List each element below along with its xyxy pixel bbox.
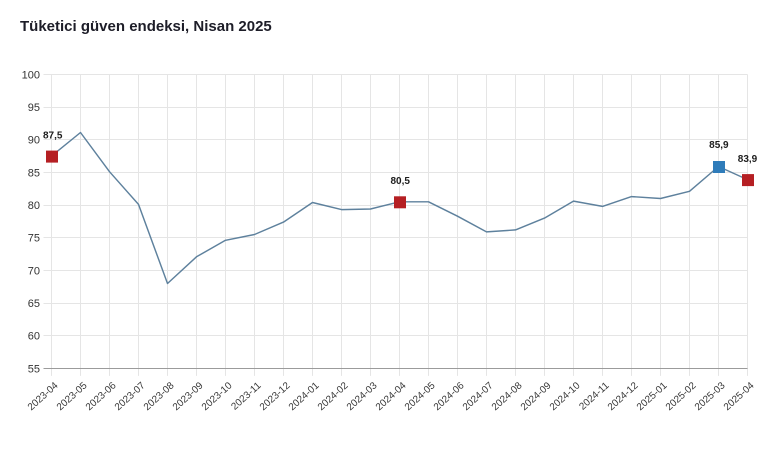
svg-text:80: 80 — [28, 200, 40, 212]
svg-text:2024-01: 2024-01 — [287, 380, 322, 413]
svg-text:2025-03: 2025-03 — [693, 380, 728, 413]
svg-text:2024-03: 2024-03 — [345, 380, 380, 413]
svg-text:2023-12: 2023-12 — [258, 380, 293, 413]
svg-text:2024-11: 2024-11 — [577, 380, 611, 413]
svg-text:60: 60 — [28, 331, 40, 343]
svg-text:2024-08: 2024-08 — [490, 380, 525, 413]
svg-text:100: 100 — [22, 69, 40, 81]
svg-text:65: 65 — [28, 298, 40, 310]
svg-text:2024-06: 2024-06 — [432, 380, 467, 413]
svg-text:2025-01: 2025-01 — [635, 380, 670, 413]
svg-text:2024-12: 2024-12 — [606, 380, 641, 413]
svg-text:80,5: 80,5 — [390, 176, 410, 187]
svg-text:2025-04: 2025-04 — [722, 380, 757, 413]
svg-text:2023-09: 2023-09 — [171, 380, 206, 413]
svg-text:55: 55 — [28, 363, 40, 375]
svg-text:2023-07: 2023-07 — [113, 380, 148, 413]
svg-text:70: 70 — [28, 265, 40, 277]
svg-text:2025-02: 2025-02 — [664, 380, 699, 413]
svg-text:75: 75 — [28, 233, 40, 245]
svg-text:2023-10: 2023-10 — [200, 380, 235, 413]
svg-text:2024-07: 2024-07 — [461, 380, 496, 413]
svg-text:2024-09: 2024-09 — [519, 380, 554, 413]
svg-text:2024-10: 2024-10 — [548, 380, 583, 413]
svg-text:2023-06: 2023-06 — [84, 380, 119, 413]
svg-text:95: 95 — [28, 102, 40, 114]
svg-text:85: 85 — [28, 167, 40, 179]
svg-text:2024-02: 2024-02 — [316, 380, 351, 413]
svg-text:85,9: 85,9 — [709, 140, 729, 151]
svg-text:90: 90 — [28, 135, 40, 147]
svg-text:2024-05: 2024-05 — [403, 380, 438, 413]
svg-text:87,5: 87,5 — [43, 131, 63, 142]
svg-text:83,9: 83,9 — [738, 154, 758, 165]
svg-text:2023-04: 2023-04 — [26, 380, 61, 413]
svg-text:2023-11: 2023-11 — [229, 380, 263, 413]
svg-text:2023-05: 2023-05 — [55, 380, 90, 413]
svg-text:2024-04: 2024-04 — [374, 380, 409, 413]
svg-text:2023-08: 2023-08 — [142, 380, 177, 413]
